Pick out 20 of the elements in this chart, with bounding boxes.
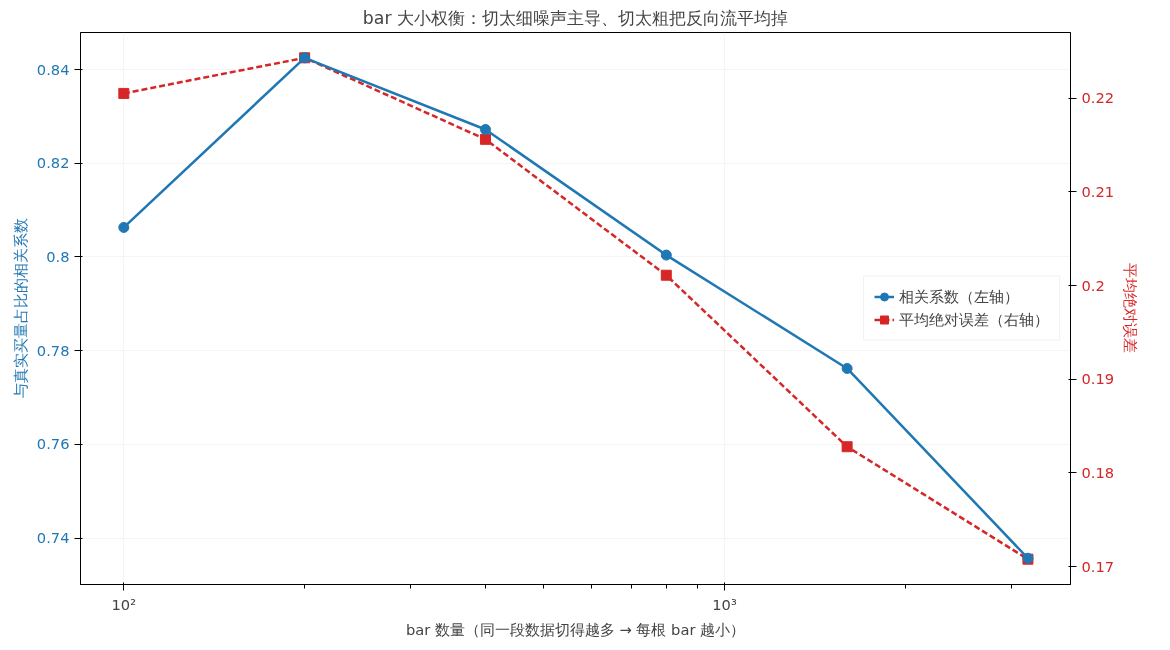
y2-tick-label: 0.2 bbox=[1081, 276, 1105, 294]
x-tick-label: 10² bbox=[111, 595, 137, 613]
y-axis-title: 与真实买量占比的相关系数 bbox=[11, 218, 29, 399]
legend-label: 平均绝对误差（右轴） bbox=[899, 310, 1049, 329]
y2-tick-label: 0.17 bbox=[1081, 557, 1115, 575]
y2-tick-label: 0.21 bbox=[1081, 182, 1115, 200]
y2-tick-label: 0.18 bbox=[1081, 463, 1115, 481]
x-axis-title: bar 数量（同一段数据切得越多 → 每根 bar 越小） bbox=[405, 620, 746, 638]
legend-label: 相关系数（左轴） bbox=[899, 287, 1019, 306]
y2-axis-title: 平均绝对误差 bbox=[1122, 263, 1140, 354]
chart-title: bar 大小权衡：切太细噪声主导、切太粗把反向流平均掉 bbox=[362, 7, 789, 28]
y2-tick-label: 0.22 bbox=[1081, 89, 1115, 107]
x-tick-label: 10³ bbox=[712, 595, 737, 613]
y-tick-label: 0.82 bbox=[36, 154, 70, 172]
y-tick-label: 0.74 bbox=[36, 529, 70, 547]
y-tick-label: 0.8 bbox=[46, 247, 70, 265]
y-tick-label: 0.84 bbox=[36, 60, 70, 78]
y-tick-label: 0.76 bbox=[36, 435, 70, 453]
y-tick-label: 0.78 bbox=[36, 341, 70, 359]
y2-tick-label: 0.19 bbox=[1081, 370, 1115, 388]
